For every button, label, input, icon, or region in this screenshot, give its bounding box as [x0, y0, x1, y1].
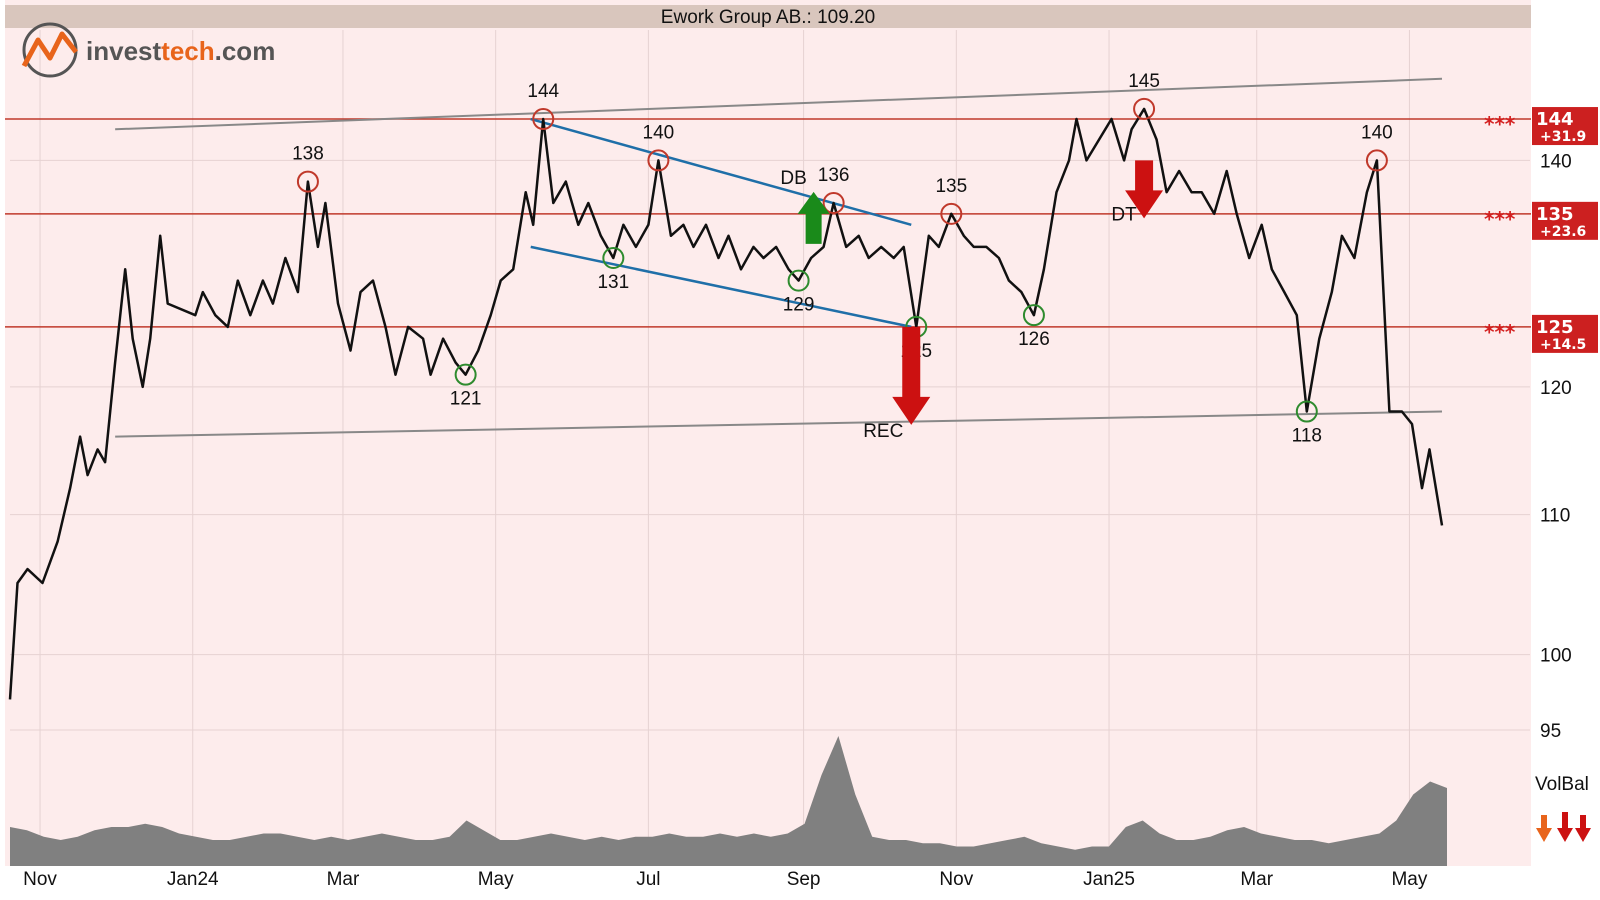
level-badges: 144+31.9 *** 135+23.6 *** 125+14.5 ***: [1484, 107, 1598, 353]
peak-label: 140: [643, 122, 675, 143]
x-tick-label: Jul: [636, 869, 660, 890]
y-tick-label: 110: [1540, 506, 1570, 527]
x-tick-label: Jan25: [1083, 869, 1135, 890]
volume-series: [10, 736, 1447, 866]
peak-marker: [940, 202, 963, 225]
x-axis: Nov Jan24 Mar May Jul Sep Nov Jan25 Mar May: [23, 869, 1428, 890]
arrow-down-icon: [1557, 812, 1573, 842]
logo-text-dark: invest: [86, 36, 161, 66]
level-badge-change: +14.5: [1540, 337, 1586, 353]
y-axis: 95 100 110 120 140: [1540, 151, 1572, 742]
logo-text-accent: tech: [161, 36, 214, 66]
peak-label: 118: [1292, 426, 1322, 447]
level-badge-value: 144: [1536, 109, 1574, 130]
arrow-down-icon: [1536, 815, 1552, 842]
signal-arrow-down: [1125, 160, 1164, 219]
x-tick-label: Mar: [327, 869, 360, 890]
trough-marker: [1022, 304, 1045, 327]
y-tick-label: 100: [1540, 646, 1572, 667]
level-badge-change: +31.9: [1540, 129, 1586, 145]
level-badge-value: 135: [1536, 204, 1574, 225]
signal-label: DB: [780, 168, 806, 189]
peak-marker: [532, 108, 555, 131]
peak-label: 138: [292, 144, 324, 165]
peak-marker: [1365, 149, 1388, 172]
wedge-line: [530, 245, 912, 329]
reference-lines: [5, 77, 1531, 438]
level-badge: [1532, 107, 1598, 146]
title-bar: [5, 5, 1531, 28]
x-tick-label: Jan24: [167, 869, 219, 890]
x-tick-label: May: [1391, 869, 1427, 890]
price-line: [8, 107, 1444, 700]
peak-label: 126: [1018, 329, 1050, 350]
peak-label: 140: [1361, 122, 1393, 143]
signal-arrow-up: [797, 191, 830, 244]
logo: investtech.com: [21, 22, 275, 78]
trough-marker: [1295, 400, 1318, 423]
peak-marker: [647, 149, 670, 172]
arrow-down-icon: [1575, 815, 1591, 842]
trough-marker: [454, 363, 477, 386]
x-tick-label: May: [478, 869, 514, 890]
logo-text-tail: .com: [215, 36, 276, 66]
peak-label: 136: [818, 165, 850, 186]
price-series: [8, 107, 1444, 700]
peak-label: 121: [450, 389, 482, 410]
peak-label: 131: [597, 272, 629, 293]
y-tick-label: 95: [1540, 721, 1561, 742]
peak-marker: [822, 192, 845, 215]
wedge-line: [530, 117, 912, 226]
y-tick-label: 140: [1540, 151, 1572, 172]
channel-line: [115, 410, 1443, 438]
signal-label: DT: [1111, 204, 1137, 225]
x-tick-label: Nov: [939, 869, 973, 890]
level-badge-value: 125: [1536, 317, 1574, 338]
level-badge: [1532, 201, 1598, 240]
volume-label: VolBal: [1535, 774, 1589, 795]
x-tick-label: Nov: [23, 869, 57, 890]
level-stars: ***: [1484, 207, 1516, 231]
peak-label: 145: [1128, 71, 1160, 92]
chart-title: Ework Group AB.: 109.20: [661, 7, 875, 28]
signal-arrow-down: [892, 326, 931, 425]
peak-marker: [1133, 97, 1156, 120]
signal-label: REC: [863, 421, 903, 442]
peak-marker: [296, 170, 319, 193]
volume-balance-arrows: [1536, 812, 1591, 842]
level-badge: [1532, 314, 1598, 353]
volume-area: [10, 736, 1447, 866]
signals: DB REC DT: [780, 160, 1164, 442]
peak-label: 135: [935, 176, 967, 197]
level-stars: ***: [1484, 112, 1516, 136]
grid: [10, 30, 1530, 866]
x-tick-label: Sep: [787, 869, 821, 890]
y-tick-label: 120: [1540, 378, 1572, 399]
logo-icon: [21, 22, 78, 78]
level-badge-change: +23.6: [1540, 224, 1586, 240]
channel-line: [115, 77, 1443, 131]
x-tick-label: Mar: [1240, 869, 1273, 890]
trough-marker: [787, 269, 810, 292]
level-stars: ***: [1484, 320, 1516, 344]
trough-marker: [602, 247, 625, 270]
peak-label: 144: [527, 81, 559, 102]
svg-text:investtech.com: investtech.com: [86, 36, 275, 66]
peak-label: 129: [783, 295, 815, 316]
